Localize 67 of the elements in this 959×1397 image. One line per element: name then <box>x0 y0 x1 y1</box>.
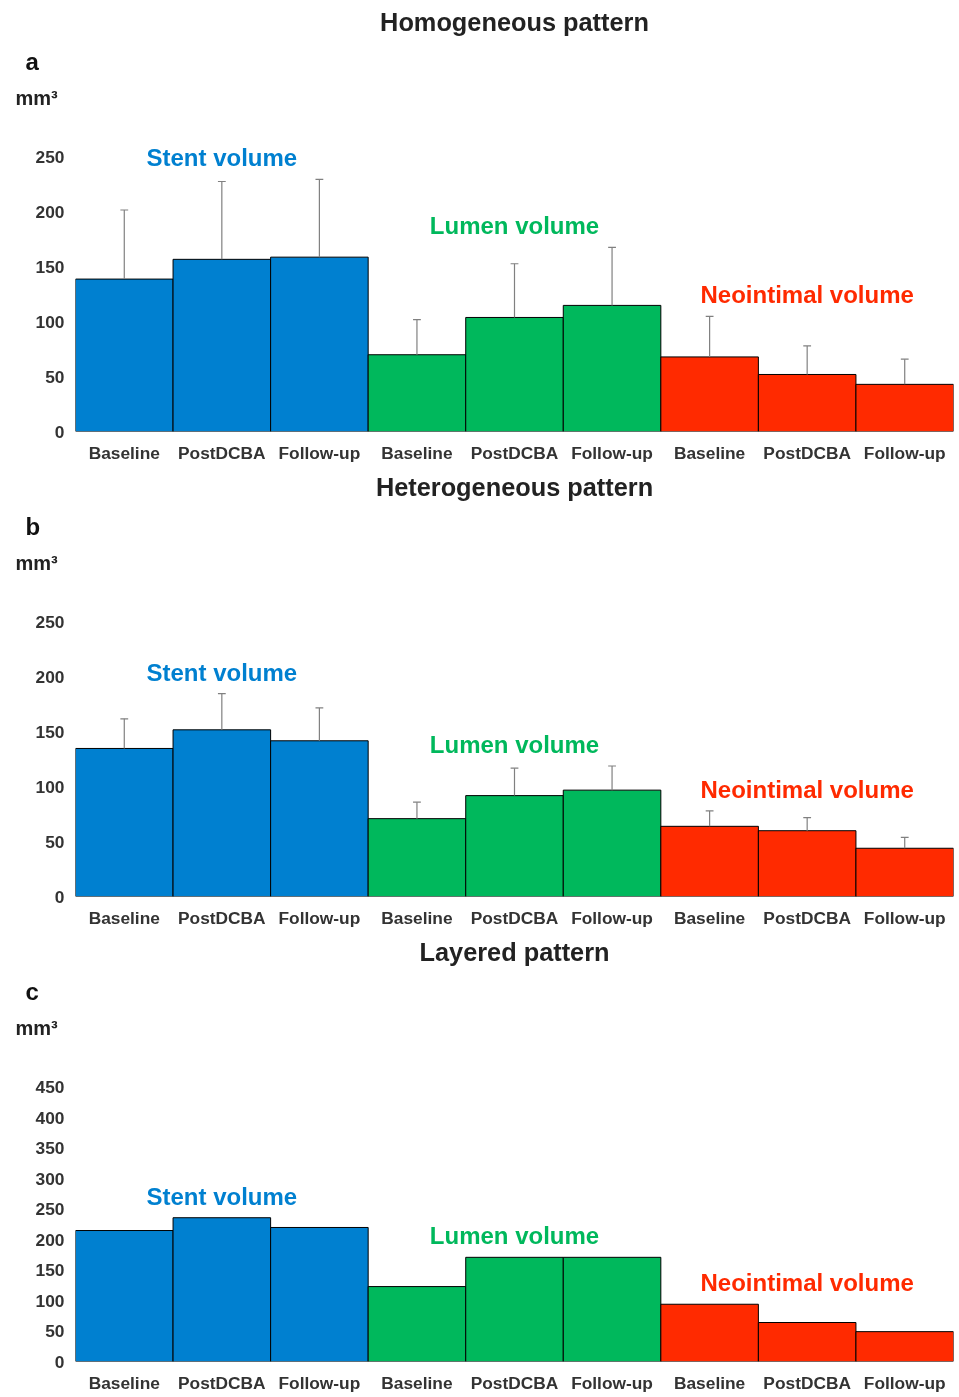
x-tick-label: PostDCBA <box>763 907 852 928</box>
y-tick-label: 50 <box>45 366 65 387</box>
y-tick-label: 250 <box>35 1199 65 1220</box>
series-label: Lumen volume <box>429 731 600 759</box>
x-tick-label: Baseline <box>381 1372 453 1393</box>
series-label: Lumen volume <box>429 1222 600 1250</box>
text: Stent volume <box>146 144 298 172</box>
y-tick-label: 200 <box>35 667 65 688</box>
x-tick-label: Follow-up <box>278 907 361 928</box>
x-tick-label: Follow-up <box>278 442 361 463</box>
x-tick-label: Follow-up <box>571 1372 653 1393</box>
x-tick-label: Baseline <box>673 907 746 928</box>
y-tick-label: 200 <box>35 202 65 223</box>
x-tick-label: Follow-up <box>863 907 946 928</box>
x-tick-label: Baseline <box>88 1372 161 1393</box>
y-tick-label: 50 <box>45 1321 65 1342</box>
x-tick-label: Follow-up <box>571 442 653 463</box>
x-tick-label: Baseline <box>381 442 453 463</box>
text: Stent volume <box>146 658 298 686</box>
x-tick-label: PostDCBA <box>470 907 559 928</box>
x-tick-label: PostDCBA <box>763 1372 852 1393</box>
text: c <box>25 977 39 1005</box>
x-tick-label: Follow-up <box>863 1372 946 1393</box>
y-tick-label: 200 <box>35 1229 65 1250</box>
x-tick-label: Baseline <box>673 442 746 463</box>
x-tick-label: Baseline <box>673 1372 746 1393</box>
y-tick-label: 350 <box>35 1138 65 1159</box>
text: Lumen volume <box>429 212 600 240</box>
x-tick-label: PostDCBA <box>178 907 267 928</box>
x-tick-label: Follow-up <box>278 1372 361 1393</box>
x-tick-label: PostDCBA <box>178 1372 267 1393</box>
x-tick-label: PostDCBA <box>763 442 852 463</box>
chart-title: Homogeneous pattern <box>380 7 649 36</box>
y-tick-label: 150 <box>35 257 65 278</box>
y-tick-label: 100 <box>35 311 65 332</box>
x-tick-label: PostDCBA <box>470 1372 559 1393</box>
chart-title: Heterogeneous pattern <box>375 472 654 501</box>
y-tick-label: 150 <box>35 722 65 743</box>
y-axis-title: mm³ <box>15 551 59 574</box>
y-tick-label: 400 <box>35 1107 65 1128</box>
x-tick-label: PostDCBA <box>178 442 267 463</box>
y-axis-title: mm³ <box>15 1016 59 1039</box>
series-label: Neointimal volume <box>700 775 914 803</box>
y-tick-label: 300 <box>35 1168 65 1189</box>
x-tick-label: Follow-up <box>571 907 653 928</box>
text: b <box>25 512 41 540</box>
y-tick-label: 0 <box>54 886 65 907</box>
y-axis-title: mm³ <box>15 86 59 109</box>
text: Neointimal volume <box>700 281 914 309</box>
x-tick-label: Follow-up <box>863 442 946 463</box>
y-tick-label: 450 <box>35 1077 65 1098</box>
y-tick-label: 0 <box>54 421 65 442</box>
x-tick-label: Baseline <box>88 442 161 463</box>
y-tick-label: 50 <box>45 831 65 852</box>
y-tick-label: 100 <box>35 1290 65 1311</box>
y-tick-label: 150 <box>35 1260 65 1281</box>
x-tick-label: Baseline <box>88 907 161 928</box>
chart-title: Layered pattern <box>419 937 610 966</box>
y-tick-label: 250 <box>35 612 65 633</box>
series-label: Neointimal volume <box>700 1269 914 1297</box>
x-tick-label: PostDCBA <box>470 442 559 463</box>
text: a <box>25 47 40 75</box>
y-tick-label: 100 <box>35 776 65 797</box>
y-tick-label: 0 <box>54 1351 65 1372</box>
series-label: Stent volume <box>146 1182 298 1210</box>
x-tick-label: Baseline <box>381 907 453 928</box>
y-tick-label: 250 <box>35 147 65 168</box>
